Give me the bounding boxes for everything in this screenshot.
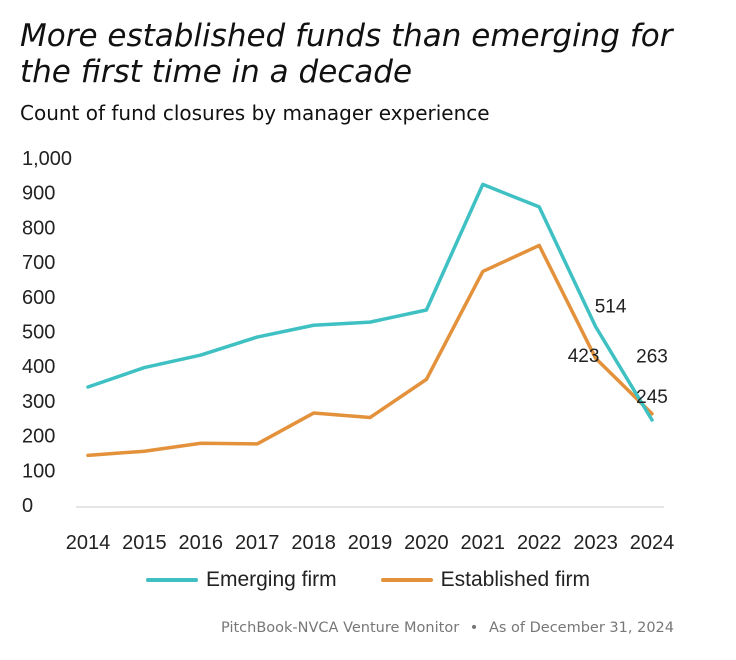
chart-subtitle: Count of fund closures by manager experi… [20, 101, 490, 125]
x-tick-label: 2024 [630, 532, 675, 554]
y-tick-label: 500 [22, 322, 55, 344]
legend-swatch-emerging [145, 578, 198, 582]
x-tick-label: 2015 [122, 532, 167, 554]
data-label: 514 [595, 297, 627, 318]
y-axis: 0 100 200 300 400 500 600 700 800 900 1,000 [22, 148, 72, 517]
chart-title: More established funds than emerging for… [20, 18, 673, 90]
source-separator: • [469, 620, 479, 636]
y-tick-label: 400 [22, 356, 55, 378]
legend-label-emerging: Emerging firm [205, 568, 337, 591]
x-tick-label: 2020 [404, 532, 449, 554]
series-lines [86, 182, 654, 458]
x-tick-label: 2014 [66, 532, 111, 554]
x-tick-label: 2022 [517, 532, 562, 554]
y-tick-label: 200 [22, 426, 55, 448]
source-text: PitchBook-NVCA Venture Monitor [221, 620, 460, 636]
x-tick-label: 2023 [573, 532, 618, 554]
series-line-emerging [86, 182, 654, 422]
data-labels: 514 423 263 245 [568, 297, 668, 408]
legend-item-established: Established firm [380, 568, 591, 592]
y-tick-label: 100 [22, 460, 55, 482]
source-note: PitchBook-NVCA Venture Monitor • As of D… [221, 620, 674, 636]
series-line-established [86, 243, 654, 458]
legend-item-emerging: Emerging firm [145, 568, 337, 592]
legend-swatch-established [380, 578, 433, 582]
x-tick-label: 2018 [291, 532, 336, 554]
data-label: 263 [636, 347, 668, 368]
data-label: 423 [568, 346, 600, 367]
y-tick-label: 300 [22, 391, 55, 413]
legend: Emerging firm Established firm [0, 568, 736, 592]
y-tick-label: 800 [22, 217, 55, 239]
data-label: 245 [636, 387, 668, 408]
y-tick-label: 600 [22, 287, 55, 309]
x-tick-label: 2019 [348, 532, 393, 554]
y-tick-label: 700 [22, 252, 55, 274]
x-axis: 2014 2015 2016 2017 2018 2019 2020 2021 2022 2023… [66, 532, 675, 554]
x-tick-label: 2021 [461, 532, 506, 554]
source-date: As of December 31, 2024 [488, 620, 674, 636]
legend-label-established: Established firm [440, 568, 591, 591]
y-tick-label: 900 [22, 183, 55, 205]
y-tick-label: 1,000 [22, 148, 72, 170]
x-tick-label: 2016 [179, 532, 224, 554]
x-tick-label: 2017 [235, 532, 280, 554]
y-tick-label: 0 [22, 495, 33, 517]
